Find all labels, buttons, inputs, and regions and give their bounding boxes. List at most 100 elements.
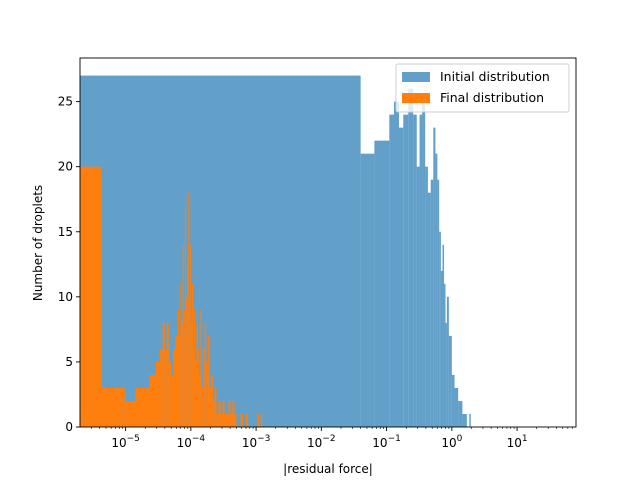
final-bar — [173, 348, 176, 427]
plot-border — [79, 57, 577, 428]
final-distribution-bars — [80, 166, 263, 427]
final-bar — [224, 413, 227, 427]
final-bar — [159, 348, 163, 427]
final-bar — [189, 244, 191, 427]
final-bar — [193, 348, 195, 427]
initial-bar — [422, 101, 426, 427]
initial-bar — [444, 283, 446, 427]
final-bar — [188, 309, 190, 427]
y-tick-label: 15 — [58, 225, 73, 239]
final-bar — [200, 309, 202, 427]
initial-bar — [451, 374, 455, 427]
legend-swatch — [402, 72, 430, 82]
initial-distribution-bars — [80, 75, 471, 428]
final-bar — [175, 335, 178, 427]
final-bar — [209, 387, 212, 427]
initial-bar — [439, 231, 441, 427]
initial-bar — [469, 413, 471, 427]
x-axis-label: |residual force| — [283, 462, 373, 476]
final-bar — [245, 413, 248, 427]
final-bar — [80, 166, 102, 427]
final-bar — [185, 296, 187, 427]
initial-bar — [80, 75, 361, 428]
final-bar — [180, 283, 182, 427]
final-bar — [101, 387, 125, 427]
final-bar — [183, 309, 185, 427]
initial-bar — [437, 179, 440, 427]
y-axis-ticks: 0 5 10 15 20 25 — [58, 95, 80, 434]
legend: Initial distribution Final distribution — [395, 63, 570, 113]
legend-swatch — [402, 93, 430, 103]
initial-bar — [433, 127, 436, 427]
initial-bar — [394, 101, 400, 427]
final-bar — [195, 361, 197, 427]
final-bar — [155, 361, 160, 427]
final-bar — [228, 400, 231, 427]
final-bar — [206, 361, 208, 427]
initial-bar — [442, 244, 445, 427]
final-bar — [212, 400, 215, 427]
final-bar — [240, 413, 244, 427]
initial-bar — [427, 192, 431, 427]
y-tick-label: 10 — [58, 290, 73, 304]
legend-label: Initial distribution — [440, 69, 550, 84]
final-bar — [196, 322, 198, 427]
final-bar — [207, 335, 210, 427]
final-bar — [181, 322, 183, 427]
y-tick-label: 25 — [58, 95, 73, 109]
final-bar — [226, 413, 229, 427]
initial-bar — [435, 153, 438, 427]
final-bar — [190, 322, 192, 427]
final-bar — [177, 309, 180, 427]
final-bar — [197, 348, 200, 427]
final-bar — [211, 374, 213, 427]
y-axis-label: Number of droplets — [31, 185, 45, 301]
initial-bar — [413, 114, 417, 427]
final-bar — [216, 413, 219, 427]
final-bar — [186, 257, 188, 427]
initial-bar — [446, 296, 449, 427]
final-bar — [218, 400, 221, 427]
final-bar — [179, 335, 181, 427]
final-bar — [234, 413, 237, 427]
final-bar — [194, 309, 196, 427]
initial-bar — [360, 153, 375, 427]
legend-box — [395, 63, 570, 113]
initial-bar — [458, 400, 463, 427]
final-bar — [230, 413, 233, 427]
initial-bar — [462, 413, 467, 427]
final-bar — [166, 322, 169, 427]
legend-label: Final distribution — [440, 90, 544, 105]
final-bar — [135, 387, 150, 427]
final-bar — [124, 400, 136, 427]
initial-bar — [389, 114, 395, 427]
final-bar — [222, 400, 225, 427]
final-bar — [191, 283, 194, 427]
final-bar — [182, 244, 184, 427]
y-tick-label: 0 — [65, 420, 73, 434]
initial-bar — [399, 127, 404, 427]
final-bar — [257, 413, 260, 427]
initial-bar — [445, 322, 447, 427]
final-bar — [232, 400, 235, 427]
initial-bar — [419, 114, 423, 427]
final-bar — [201, 387, 204, 427]
final-bar — [187, 192, 189, 427]
initial-bar — [374, 140, 390, 427]
final-bar — [184, 205, 186, 427]
final-bar — [149, 374, 156, 427]
final-bar — [260, 413, 263, 427]
y-tick-label: 5 — [65, 355, 73, 369]
final-bar — [204, 322, 207, 427]
final-bar — [214, 387, 217, 427]
initial-bar — [416, 166, 420, 427]
final-bar — [199, 374, 201, 427]
final-bar — [168, 361, 172, 427]
initial-bar — [408, 88, 414, 427]
initial-bar — [448, 335, 452, 427]
initial-bar — [403, 114, 409, 427]
final-bar — [203, 348, 205, 427]
final-bar — [220, 413, 223, 427]
y-tick-label: 20 — [58, 160, 73, 174]
